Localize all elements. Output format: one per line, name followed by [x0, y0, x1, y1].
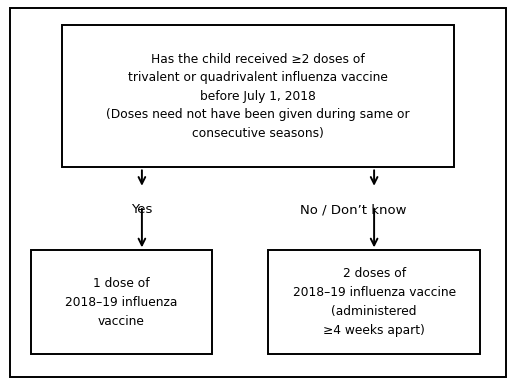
FancyBboxPatch shape: [10, 8, 506, 377]
Text: Yes: Yes: [131, 203, 153, 216]
Text: Has the child received ≥2 doses of
trivalent or quadrivalent influenza vaccine
b: Has the child received ≥2 doses of triva…: [106, 53, 410, 140]
FancyBboxPatch shape: [268, 250, 480, 354]
Text: 1 dose of
2018–19 influenza
vaccine: 1 dose of 2018–19 influenza vaccine: [65, 277, 178, 328]
Text: 2 doses of
2018–19 influenza vaccine
(administered
≥4 weeks apart): 2 doses of 2018–19 influenza vaccine (ad…: [293, 267, 456, 337]
FancyBboxPatch shape: [62, 25, 454, 167]
Text: No / Don’t know: No / Don’t know: [300, 203, 407, 216]
FancyBboxPatch shape: [31, 250, 212, 354]
